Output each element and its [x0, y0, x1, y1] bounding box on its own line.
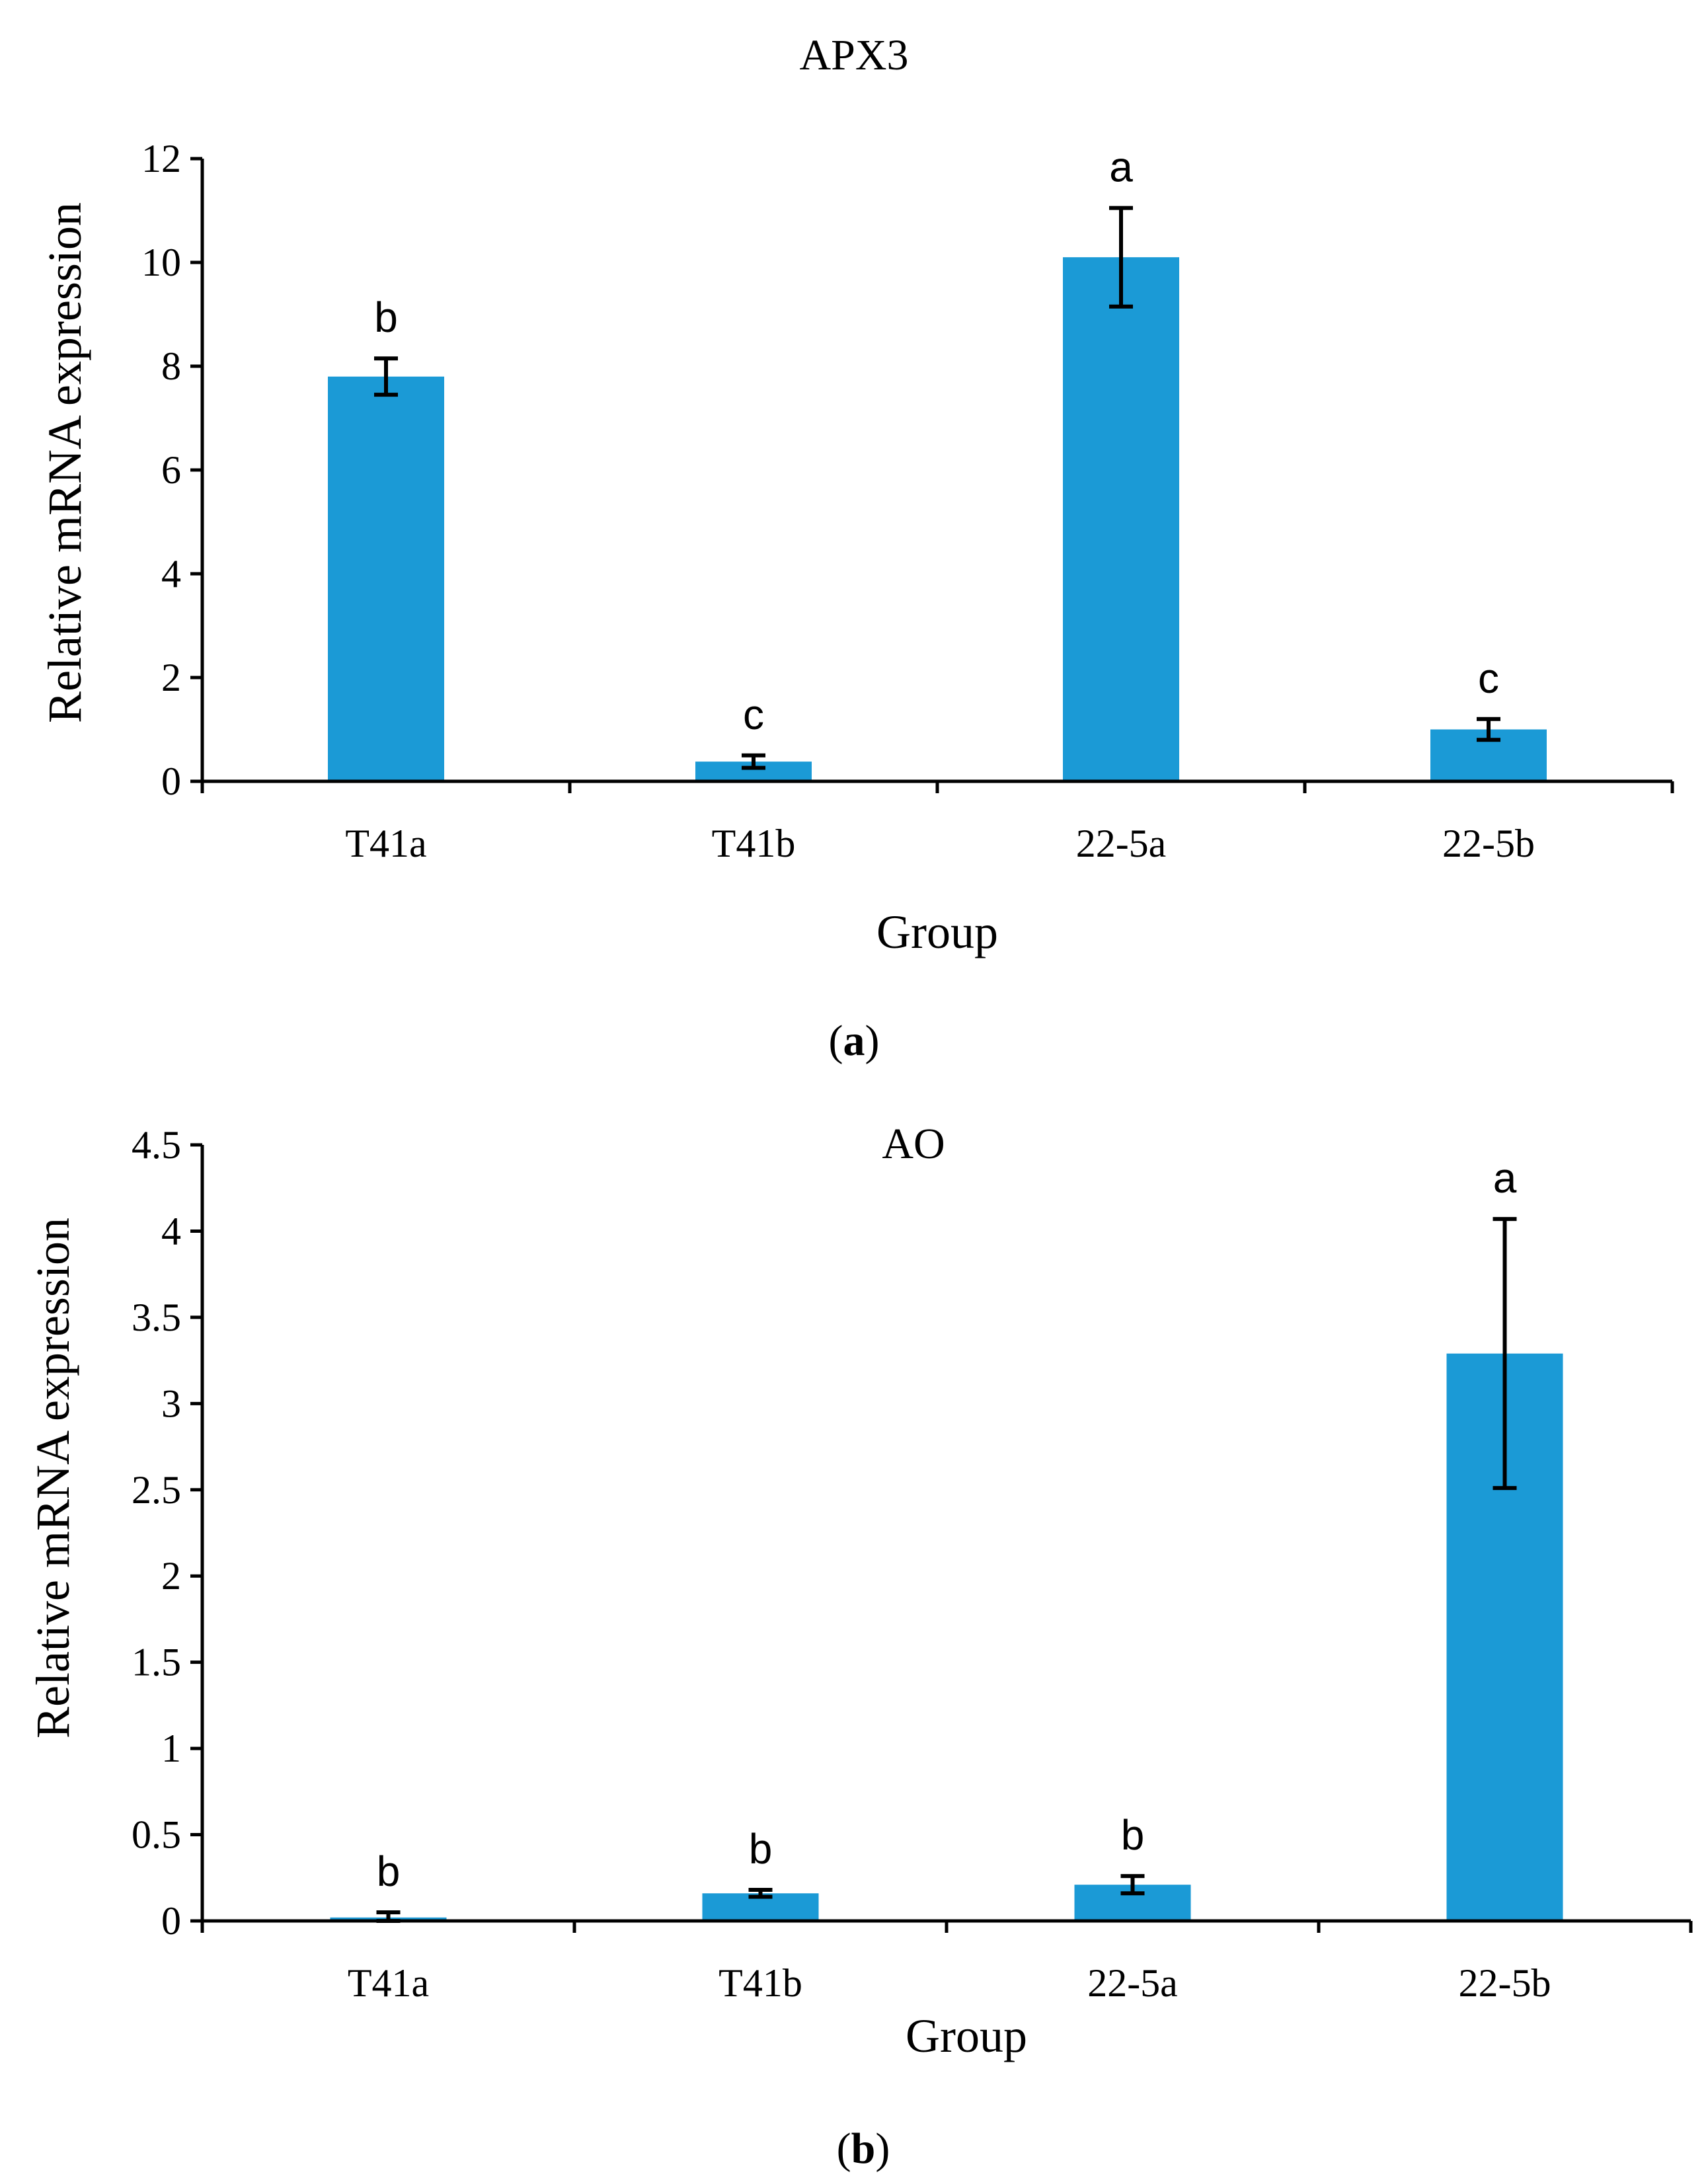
significance-labels-b: b b b a [377, 1154, 1517, 1895]
significance-label-b-22-5a: b [1121, 1811, 1145, 1859]
error-bar-a-22-5a [1109, 206, 1133, 309]
error-bar-a-T41a [374, 356, 398, 397]
y-tick-label-b-1: 0.5 [132, 1813, 181, 1857]
chart-panel-a: APX3 Relative mRNA expression b c a c 0 2 4 6 8… [38, 31, 1674, 1065]
y-tick-label-b-9: 4.5 [132, 1123, 181, 1167]
y-tick-label-b-2: 1 [161, 1727, 181, 1770]
panel-letter-b: b [851, 2125, 876, 2173]
significance-label-b-22-5b: a [1493, 1154, 1517, 1202]
panel-label-a: (a) [829, 1017, 880, 1065]
significance-label-b-T41b: b [749, 1825, 773, 1873]
x-tick-label-b-22-5b: 22-5b [1459, 1961, 1551, 2005]
x-tick-label-b-22-5a: 22-5a [1087, 1961, 1178, 2005]
x-tick-labels-a: T41a T41b 22-5a 22-5b [200, 781, 1674, 865]
y-tick-label-b-6: 3 [161, 1382, 181, 1425]
error-bar-a-T41b [742, 753, 765, 770]
y-tick-label-b-4: 2 [161, 1554, 181, 1598]
bar-a-22-5a [1063, 257, 1179, 781]
x-tick-label-b-T41a: T41a [348, 1961, 429, 2005]
y-tick-label-b-3: 1.5 [132, 1641, 181, 1684]
y-tick-label-a-4: 8 [161, 344, 181, 388]
y-tick-label-a-6: 12 [141, 137, 181, 180]
x-tick-label-b-T41b: T41b [718, 1961, 802, 2005]
x-tick-labels-b: T41a T41b 22-5a 22-5b [200, 1921, 1693, 2005]
x-axis-title-b: Group [906, 2009, 1027, 2062]
x-axis-title-a: Group [876, 906, 998, 958]
panel-label-b: (b) [837, 2125, 890, 2173]
y-ticks-a: 0 2 4 6 8 10 12 [141, 137, 202, 803]
error-bar-b-22-5b [1493, 1217, 1517, 1491]
significance-labels-a: b c a c [374, 143, 1499, 738]
y-tick-label-b-8: 4 [161, 1209, 181, 1253]
error-bar-b-22-5a [1120, 1874, 1145, 1896]
significance-label-a-T41b: c [743, 691, 764, 738]
y-tick-label-b-7: 3.5 [132, 1296, 181, 1339]
y-ticks-b: 0 0.5 1 1.5 2 2.5 3 3.5 4 4.5 [132, 1123, 202, 1943]
x-tick-label-a-T41b: T41b [712, 822, 796, 865]
y-tick-label-a-0: 0 [161, 760, 181, 803]
chart-title-b: AO [882, 1120, 945, 1168]
y-tick-label-a-1: 2 [161, 656, 181, 699]
significance-label-a-T41a: b [374, 293, 398, 341]
y-axis-title-b: Relative mRNA expression [26, 1218, 79, 1738]
y-tick-label-a-3: 6 [161, 448, 181, 492]
x-tick-label-a-22-5a: 22-5a [1076, 822, 1167, 865]
panel-letter-a: a [843, 1017, 865, 1065]
y-tick-label-b-5: 2.5 [132, 1468, 181, 1512]
bars-a [328, 257, 1547, 781]
bars-b [330, 1353, 1563, 1921]
chart-title-a: APX3 [799, 31, 908, 79]
error-bar-b-T41b [748, 1888, 773, 1899]
y-tick-label-b-0: 0 [161, 1899, 181, 1943]
y-axis-title-a: Relative mRNA expression [38, 202, 91, 723]
y-tick-label-a-2: 4 [161, 552, 181, 596]
significance-label-b-T41a: b [377, 1848, 401, 1895]
error-bars-b [376, 1217, 1517, 1923]
x-tick-label-a-22-5b: 22-5b [1442, 822, 1535, 865]
bar-a-T41a [328, 376, 444, 781]
x-tick-label-a-T41a: T41a [345, 822, 426, 865]
y-tick-label-a-5: 10 [141, 241, 181, 284]
significance-label-a-22-5b: c [1478, 654, 1499, 702]
significance-label-a-22-5a: a [1109, 143, 1133, 191]
error-bars-a [374, 206, 1500, 770]
chart-panel-b: AO Relative mRNA expression b b b a 0 0.5 1 1.… [26, 1120, 1693, 2173]
error-bar-a-22-5b [1477, 717, 1500, 742]
